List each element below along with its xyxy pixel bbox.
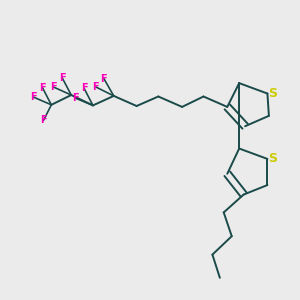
Text: F: F [72, 93, 78, 103]
Text: F: F [93, 82, 99, 92]
Text: F: F [40, 115, 47, 125]
Text: F: F [50, 82, 57, 92]
Text: F: F [30, 92, 37, 102]
Text: S: S [268, 87, 277, 100]
Text: F: F [100, 74, 107, 84]
Text: F: F [59, 73, 66, 83]
Text: F: F [81, 83, 87, 93]
Text: S: S [268, 152, 277, 165]
Text: F: F [39, 82, 46, 93]
